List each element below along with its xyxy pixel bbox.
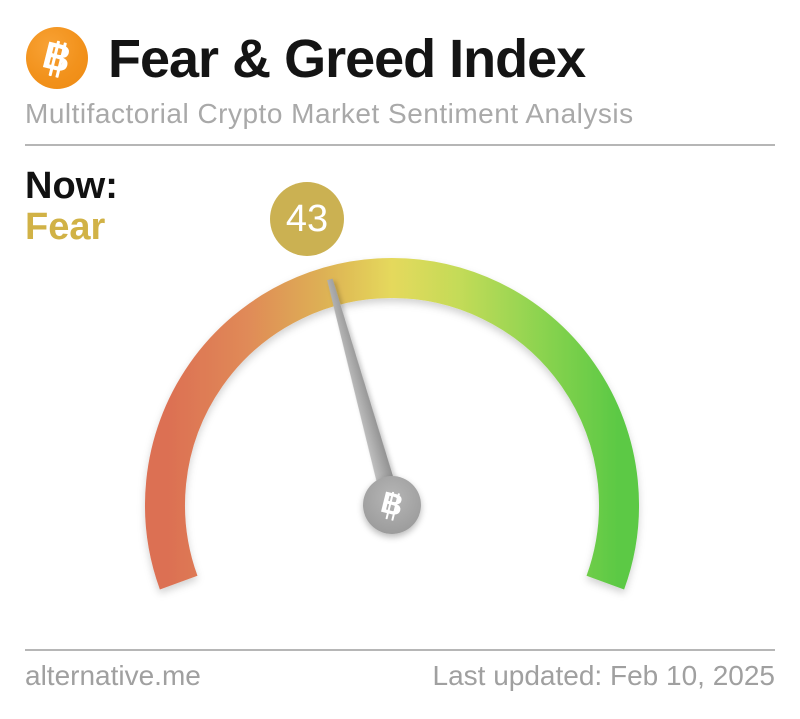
header-divider [25,144,775,146]
bitcoin-icon: B [26,27,88,89]
bitcoin-hub-icon: B [377,485,407,524]
last-updated-label: Last updated: Feb 10, 2025 [432,660,776,691]
value-badge-number: 43 [285,197,329,240]
footer-divider [25,649,775,651]
sentiment-label: Fear [25,206,106,248]
footer-site-link[interactable]: alternative.me [25,660,201,691]
gauge-hub: B [363,476,421,534]
now-label: Now: [25,165,118,207]
value-badge: 43 [270,182,344,256]
page-title: Fear & Greed Index [108,29,586,89]
gauge-arc [145,258,639,590]
page-subtitle: Multifactorial Crypto Market Sentiment A… [25,98,634,129]
gauge-needle [327,278,402,510]
gauge-needle-group [327,278,402,510]
